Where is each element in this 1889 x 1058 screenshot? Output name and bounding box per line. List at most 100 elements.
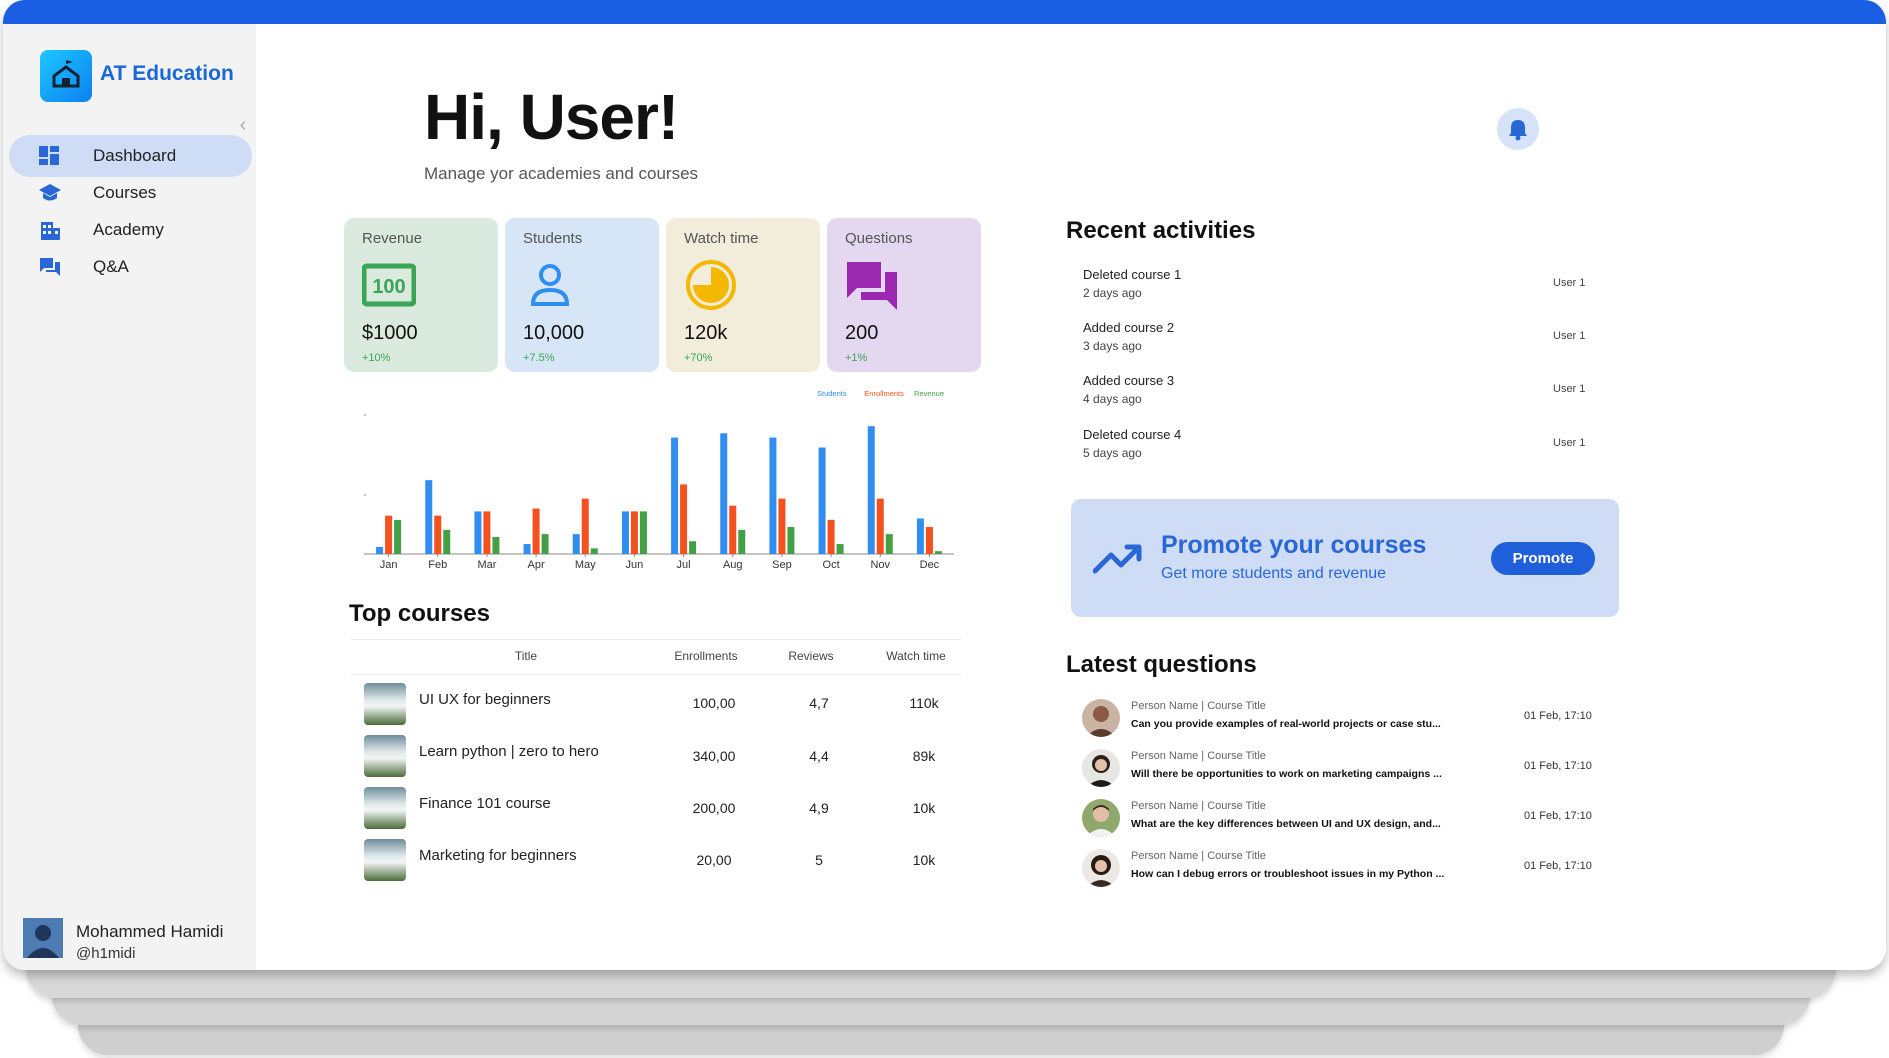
- x-tick-label: Jan: [380, 559, 398, 571]
- sidebar-item-academy[interactable]: Academy: [9, 209, 252, 251]
- column-header-watch-time[interactable]: Watch time: [886, 649, 946, 663]
- column-header-title: Title: [514, 649, 538, 663]
- course-reviews: 4,7: [809, 695, 829, 711]
- course-thumbnail: [364, 839, 406, 881]
- bar-enrollments-aug: [729, 505, 737, 554]
- logo-icon[interactable]: [40, 50, 92, 102]
- activity-time: 4 days ago: [1083, 392, 1142, 406]
- x-tick-label: Apr: [528, 559, 545, 571]
- bar-enrollments-jan: [385, 515, 393, 554]
- bar-enrollments-feb: [434, 515, 442, 554]
- stat-value: 200: [845, 322, 879, 344]
- activity-time: 5 days ago: [1083, 446, 1142, 460]
- promote-button[interactable]: Promote: [1491, 542, 1595, 575]
- bar-enrollments-jun: [630, 511, 638, 554]
- question-meta: Person Name | Course Title: [1131, 700, 1266, 712]
- activity-title: Deleted course 4: [1083, 427, 1182, 442]
- bar-revenue-sep: [787, 527, 795, 554]
- sidebar: AT Education ‹ Dashboard Courses Academy…: [3, 24, 256, 970]
- question-time: 01 Feb, 17:10: [1524, 860, 1592, 872]
- question-text: Can you provide examples of real-world p…: [1131, 718, 1441, 730]
- course-reviews: 5: [815, 852, 823, 868]
- bar-revenue-jul: [689, 541, 697, 554]
- stat-change: +10%: [362, 352, 391, 364]
- x-tick-label: Feb: [428, 559, 447, 571]
- question-time: 01 Feb, 17:10: [1524, 710, 1592, 722]
- bar-enrollments-apr: [532, 508, 540, 554]
- course-reviews: 4,9: [809, 800, 829, 816]
- bar-students-nov: [867, 426, 875, 554]
- course-thumbnail: [364, 735, 406, 777]
- bar-revenue-apr: [541, 534, 549, 554]
- x-tick-label: Oct: [823, 559, 840, 571]
- activity-time: 3 days ago: [1083, 339, 1142, 353]
- brand-name: AT Education: [100, 62, 234, 85]
- notifications-button[interactable]: [1497, 108, 1539, 150]
- stat-value: 10,000: [523, 322, 585, 344]
- stat-title: Questions: [845, 230, 913, 247]
- activity-time: 2 days ago: [1083, 286, 1142, 300]
- recent-activities-title: Recent activities: [1066, 217, 1256, 244]
- bar-enrollments-dec: [925, 527, 933, 554]
- stat-title: Revenue: [362, 230, 423, 247]
- activity-user: User 1: [1553, 383, 1586, 395]
- question-text: Will there be opportunities to work on m…: [1131, 768, 1442, 780]
- bar-students-jan: [376, 546, 384, 554]
- stat-card-students[interactable]: Students 10,000 +7.5%: [505, 218, 659, 372]
- course-watch-time: 10k: [912, 852, 936, 868]
- stat-card-revenue[interactable]: Revenue 100 $1000 +10%: [344, 218, 498, 372]
- bar-students-may: [572, 534, 580, 554]
- bar-students-jul: [671, 437, 679, 554]
- promo-title: Promote your courses: [1161, 531, 1427, 559]
- question-text: What are the key differences between UI …: [1131, 818, 1441, 830]
- course-watch-time: 10k: [912, 800, 936, 816]
- sidebar-item-courses[interactable]: Courses: [9, 172, 252, 214]
- course-title: Learn python | zero to hero: [419, 743, 599, 760]
- chat-bubbles-icon: [40, 258, 60, 276]
- bar-revenue-oct: [836, 544, 844, 554]
- stat-title: Watch time: [684, 230, 759, 247]
- graduation-cap-icon: [39, 184, 61, 201]
- dashboard-icon: [39, 146, 59, 165]
- latest-questions-title: Latest questions: [1066, 651, 1257, 678]
- legend-students: Students: [817, 389, 847, 398]
- activity-user: User 1: [1553, 330, 1586, 342]
- bar-students-apr: [523, 544, 531, 554]
- x-tick-label: Jul: [677, 559, 691, 571]
- course-title: Marketing for beginners: [419, 847, 577, 864]
- bar-revenue-nov: [885, 534, 893, 554]
- stat-value: $1000: [362, 322, 418, 344]
- stat-value: 120k: [684, 322, 728, 344]
- bar-revenue-feb: [443, 529, 451, 554]
- stat-card-questions[interactable]: Questions 200 +1%: [827, 218, 981, 372]
- column-header-enrollments[interactable]: Enrollments: [674, 649, 738, 663]
- stat-card-watch-time[interactable]: Watch time 120k +70%: [666, 218, 820, 372]
- activity-user: User 1: [1553, 277, 1586, 289]
- bar-students-feb: [425, 480, 433, 554]
- x-tick-label: Nov: [870, 559, 890, 571]
- collapse-sidebar-icon[interactable]: ‹: [239, 114, 247, 136]
- legend-enrollments: Enrollments: [864, 389, 904, 398]
- x-tick-label: Sep: [772, 559, 792, 571]
- course-enrollments: 340,00: [692, 748, 736, 764]
- bar-students-oct: [818, 447, 826, 554]
- bar-enrollments-sep: [778, 498, 786, 554]
- sidebar-item-qa[interactable]: Q&A: [9, 246, 252, 288]
- monthly-bar-chart: Jan Feb Mar Apr May Jun Jul Aug Sep Oct Nov Dec Reve…: [364, 389, 954, 571]
- stat-change: +1%: [845, 352, 868, 364]
- legend-revenue: Revenue: [914, 389, 944, 398]
- bar-enrollments-mar: [483, 511, 491, 554]
- x-tick-label: Mar: [477, 559, 496, 571]
- avatar[interactable]: [23, 918, 63, 958]
- bar-students-sep: [769, 437, 777, 554]
- column-header-reviews[interactable]: Reviews: [788, 649, 834, 663]
- sidebar-item-label: Courses: [93, 183, 157, 202]
- avatar: [1082, 749, 1120, 787]
- page-subtitle: Manage yor academies and courses: [424, 164, 699, 183]
- bar-revenue-jan: [394, 519, 402, 554]
- sidebar-item-dashboard[interactable]: Dashboard: [9, 135, 252, 177]
- x-tick-label: Dec: [920, 559, 940, 571]
- course-reviews: 4,4: [809, 748, 829, 764]
- bar-enrollments-oct: [827, 519, 835, 554]
- user-name: Mohammed Hamidi: [76, 922, 224, 941]
